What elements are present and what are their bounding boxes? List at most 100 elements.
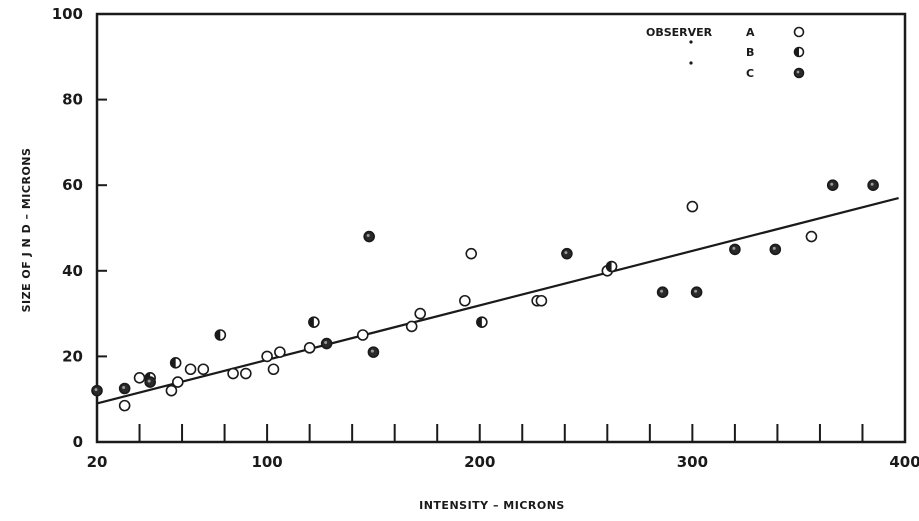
data-point-a xyxy=(172,376,184,388)
legend-title: OBSERVER xyxy=(646,26,713,39)
marker-half-fill xyxy=(606,261,612,272)
data-point-a xyxy=(261,350,273,363)
data-point-c xyxy=(826,179,839,191)
data-point-a xyxy=(405,320,418,333)
legend-label: A xyxy=(746,26,755,39)
marker-ring xyxy=(240,367,252,380)
data-point-a xyxy=(184,363,197,376)
marker-highlight xyxy=(772,246,776,250)
marker-highlight xyxy=(796,70,800,74)
legend-marker xyxy=(793,26,805,38)
plot-frame xyxy=(95,12,907,444)
marker-ring xyxy=(172,376,184,388)
data-point-a xyxy=(118,399,131,412)
data-point-c xyxy=(367,346,380,358)
x-tick-label: 400 xyxy=(889,453,919,471)
marker-ring xyxy=(184,363,197,376)
data-point-a xyxy=(227,367,239,380)
y-tick-label: 40 xyxy=(62,262,83,280)
data-point-c xyxy=(656,286,669,299)
legend-label: C xyxy=(746,67,754,80)
y-tick-label: 80 xyxy=(62,91,83,109)
data-point-a xyxy=(274,346,286,358)
data-point-b xyxy=(476,316,488,328)
data-point-a xyxy=(303,342,316,354)
data-point-c xyxy=(320,337,333,350)
y-tick-label: 0 xyxy=(73,433,83,451)
y-tick-label: 20 xyxy=(62,347,83,365)
data-point-c xyxy=(118,382,131,395)
data-point-a xyxy=(686,200,699,213)
marker-ring xyxy=(261,350,273,363)
marker-ring xyxy=(118,399,131,412)
y-tick-label: 100 xyxy=(52,5,83,23)
data-points xyxy=(91,179,879,412)
marker-half-fill xyxy=(215,330,221,340)
marker-ring xyxy=(267,363,280,376)
x-axis-title: INTENSITY – MICRONS xyxy=(419,499,565,512)
legend-dot-mark xyxy=(689,61,693,65)
marker-highlight xyxy=(122,386,126,389)
marker-highlight xyxy=(366,234,370,238)
data-point-b xyxy=(214,329,227,341)
marker-ring xyxy=(274,346,286,358)
legend-dot-mark xyxy=(689,40,693,44)
marker-highlight xyxy=(830,182,834,186)
marker-half-fill xyxy=(170,357,176,368)
plot-border xyxy=(95,12,907,444)
legend-marker xyxy=(793,46,805,58)
marker-ring xyxy=(465,247,478,260)
marker-dot xyxy=(793,67,805,79)
data-point-a xyxy=(459,294,471,307)
marker-highlight xyxy=(694,289,698,293)
marker-ring xyxy=(459,294,471,307)
marker-highlight xyxy=(147,379,151,383)
x-tick-label: 100 xyxy=(251,453,282,471)
data-point-c xyxy=(91,384,103,397)
x-tick-label: 200 xyxy=(464,453,495,471)
data-point-c xyxy=(561,247,573,260)
data-point-a xyxy=(805,230,818,243)
marker-highlight xyxy=(732,246,736,250)
data-point-b xyxy=(169,357,182,369)
data-point-c xyxy=(769,243,782,256)
x-tick-label: 20 xyxy=(87,453,108,471)
marker-highlight xyxy=(660,289,664,293)
data-point-a xyxy=(197,363,210,376)
data-point-a xyxy=(465,247,478,260)
y-axis-title: SIZE OF J N D – MICRONS xyxy=(20,148,33,313)
marker-ring xyxy=(686,200,699,213)
data-point-b xyxy=(605,260,618,273)
data-point-a xyxy=(535,294,548,307)
data-point-a xyxy=(414,307,427,320)
marker-ring xyxy=(414,307,427,320)
legend: OBSERVER ABC xyxy=(646,26,805,80)
data-point-a xyxy=(267,363,280,376)
data-point-a xyxy=(133,371,146,384)
marker-ring xyxy=(165,384,178,397)
fit-line xyxy=(96,196,899,405)
data-point-c xyxy=(144,376,156,388)
marker-half-fill xyxy=(308,317,314,328)
data-point-b xyxy=(308,316,320,328)
fit-line-group xyxy=(96,196,899,405)
data-point-c xyxy=(729,243,741,256)
x-tick-label: 300 xyxy=(677,453,708,471)
data-point-a xyxy=(356,329,369,341)
marker-ring xyxy=(227,367,239,380)
marker-ring xyxy=(356,329,369,341)
marker-half-fill xyxy=(794,47,799,57)
legend-marker xyxy=(793,67,805,79)
marker-ring xyxy=(405,320,418,333)
marker-ring xyxy=(133,371,146,384)
marker-highlight xyxy=(564,251,568,255)
marker-ring xyxy=(793,26,805,38)
marker-highlight xyxy=(370,349,374,353)
data-point-c xyxy=(363,230,375,243)
marker-ring xyxy=(805,230,818,243)
marker-highlight xyxy=(324,341,328,345)
marker-ring xyxy=(535,294,548,307)
y-tick-label: 60 xyxy=(62,176,83,194)
